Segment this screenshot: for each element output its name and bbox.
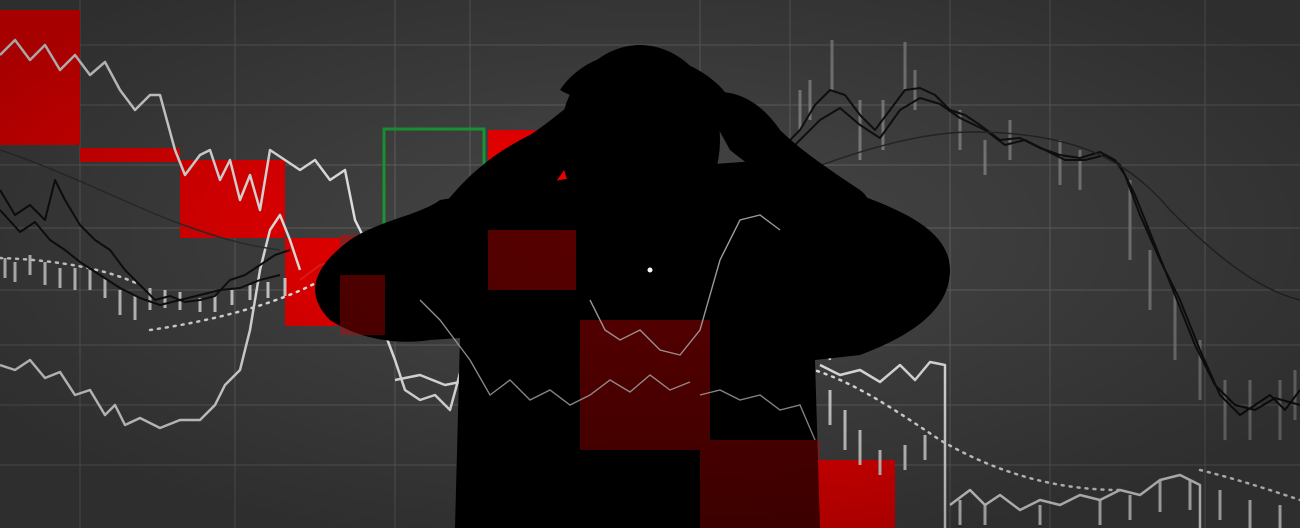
photo-scene [0,0,1300,528]
vignette [0,0,1300,528]
scene-svg [0,0,1300,528]
